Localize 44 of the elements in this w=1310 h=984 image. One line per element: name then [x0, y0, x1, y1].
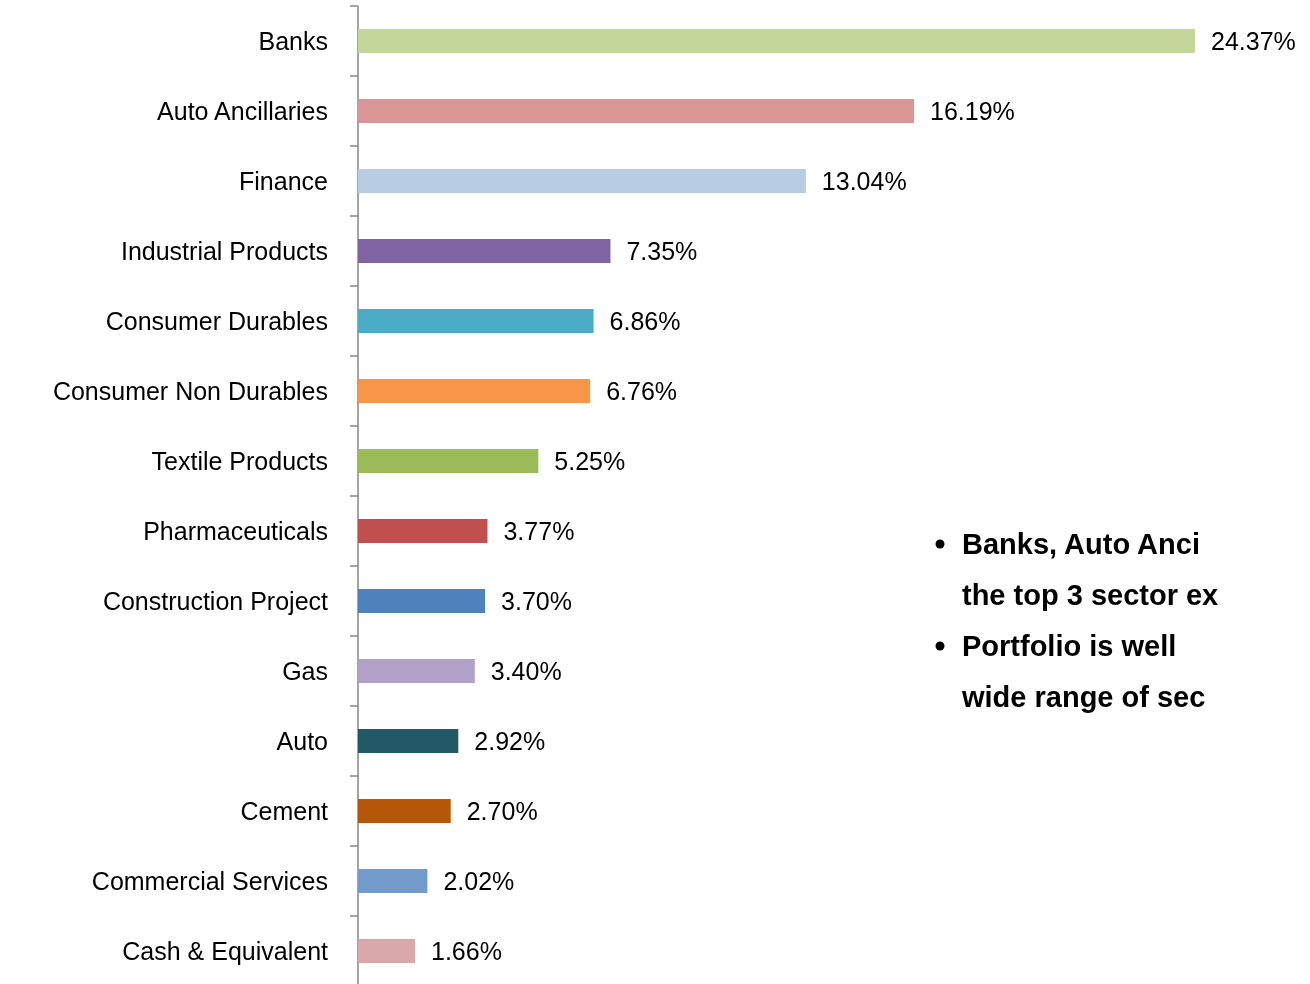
annotation: Banks, Auto Anci the top 3 sector ex — [962, 528, 1219, 611]
bar — [358, 519, 488, 543]
data-label: 1.66% — [431, 937, 502, 965]
bar — [358, 309, 594, 333]
y-tick-label: Textile Products — [151, 447, 328, 475]
data-label: 7.35% — [626, 237, 698, 265]
bar — [358, 379, 591, 403]
y-tick-label: Construction Project — [102, 587, 329, 615]
y-tick-label: Auto Ancillaries — [157, 97, 328, 125]
data-label: 6.86% — [609, 307, 681, 335]
annotation: Portfolio is well wide range of sec — [961, 630, 1206, 713]
bar — [358, 939, 416, 963]
y-tick-label: Pharmaceuticals — [143, 517, 328, 545]
y-tick-label: Gas — [282, 657, 328, 685]
data-label: 2.02% — [443, 867, 515, 895]
y-tick-label: Finance — [239, 167, 328, 195]
data-label: 3.77% — [503, 517, 575, 545]
bar — [358, 729, 459, 753]
y-tick-label: Commercial Services — [91, 867, 328, 895]
bar — [358, 799, 451, 823]
bar — [358, 449, 539, 473]
bar — [358, 659, 475, 683]
y-tick-label: Auto — [276, 727, 328, 755]
data-label: 13.04% — [821, 167, 907, 195]
data-label: 16.19% — [930, 97, 1015, 125]
y-tick-label: Consumer Durables — [105, 307, 328, 335]
y-tick-label: Industrial Products — [120, 237, 328, 265]
y-tick-label: Cement — [240, 797, 329, 825]
data-label: 3.70% — [501, 587, 572, 615]
y-tick-label: Consumer Non Durables — [52, 377, 328, 405]
bar — [358, 869, 428, 893]
bar — [358, 239, 611, 263]
bar — [358, 99, 915, 123]
bar — [358, 29, 1195, 53]
data-label: 6.76% — [606, 377, 678, 405]
data-label: 5.25% — [554, 447, 626, 475]
bar — [358, 169, 806, 193]
bar — [358, 589, 486, 613]
data-label: 24.37% — [1211, 27, 1296, 55]
y-tick-label: Banks — [258, 27, 328, 55]
data-label: 2.92% — [474, 727, 546, 755]
data-label: 2.70% — [466, 797, 538, 825]
y-tick-label: Cash & Equivalent — [122, 937, 329, 965]
data-label: 3.40% — [490, 657, 562, 685]
